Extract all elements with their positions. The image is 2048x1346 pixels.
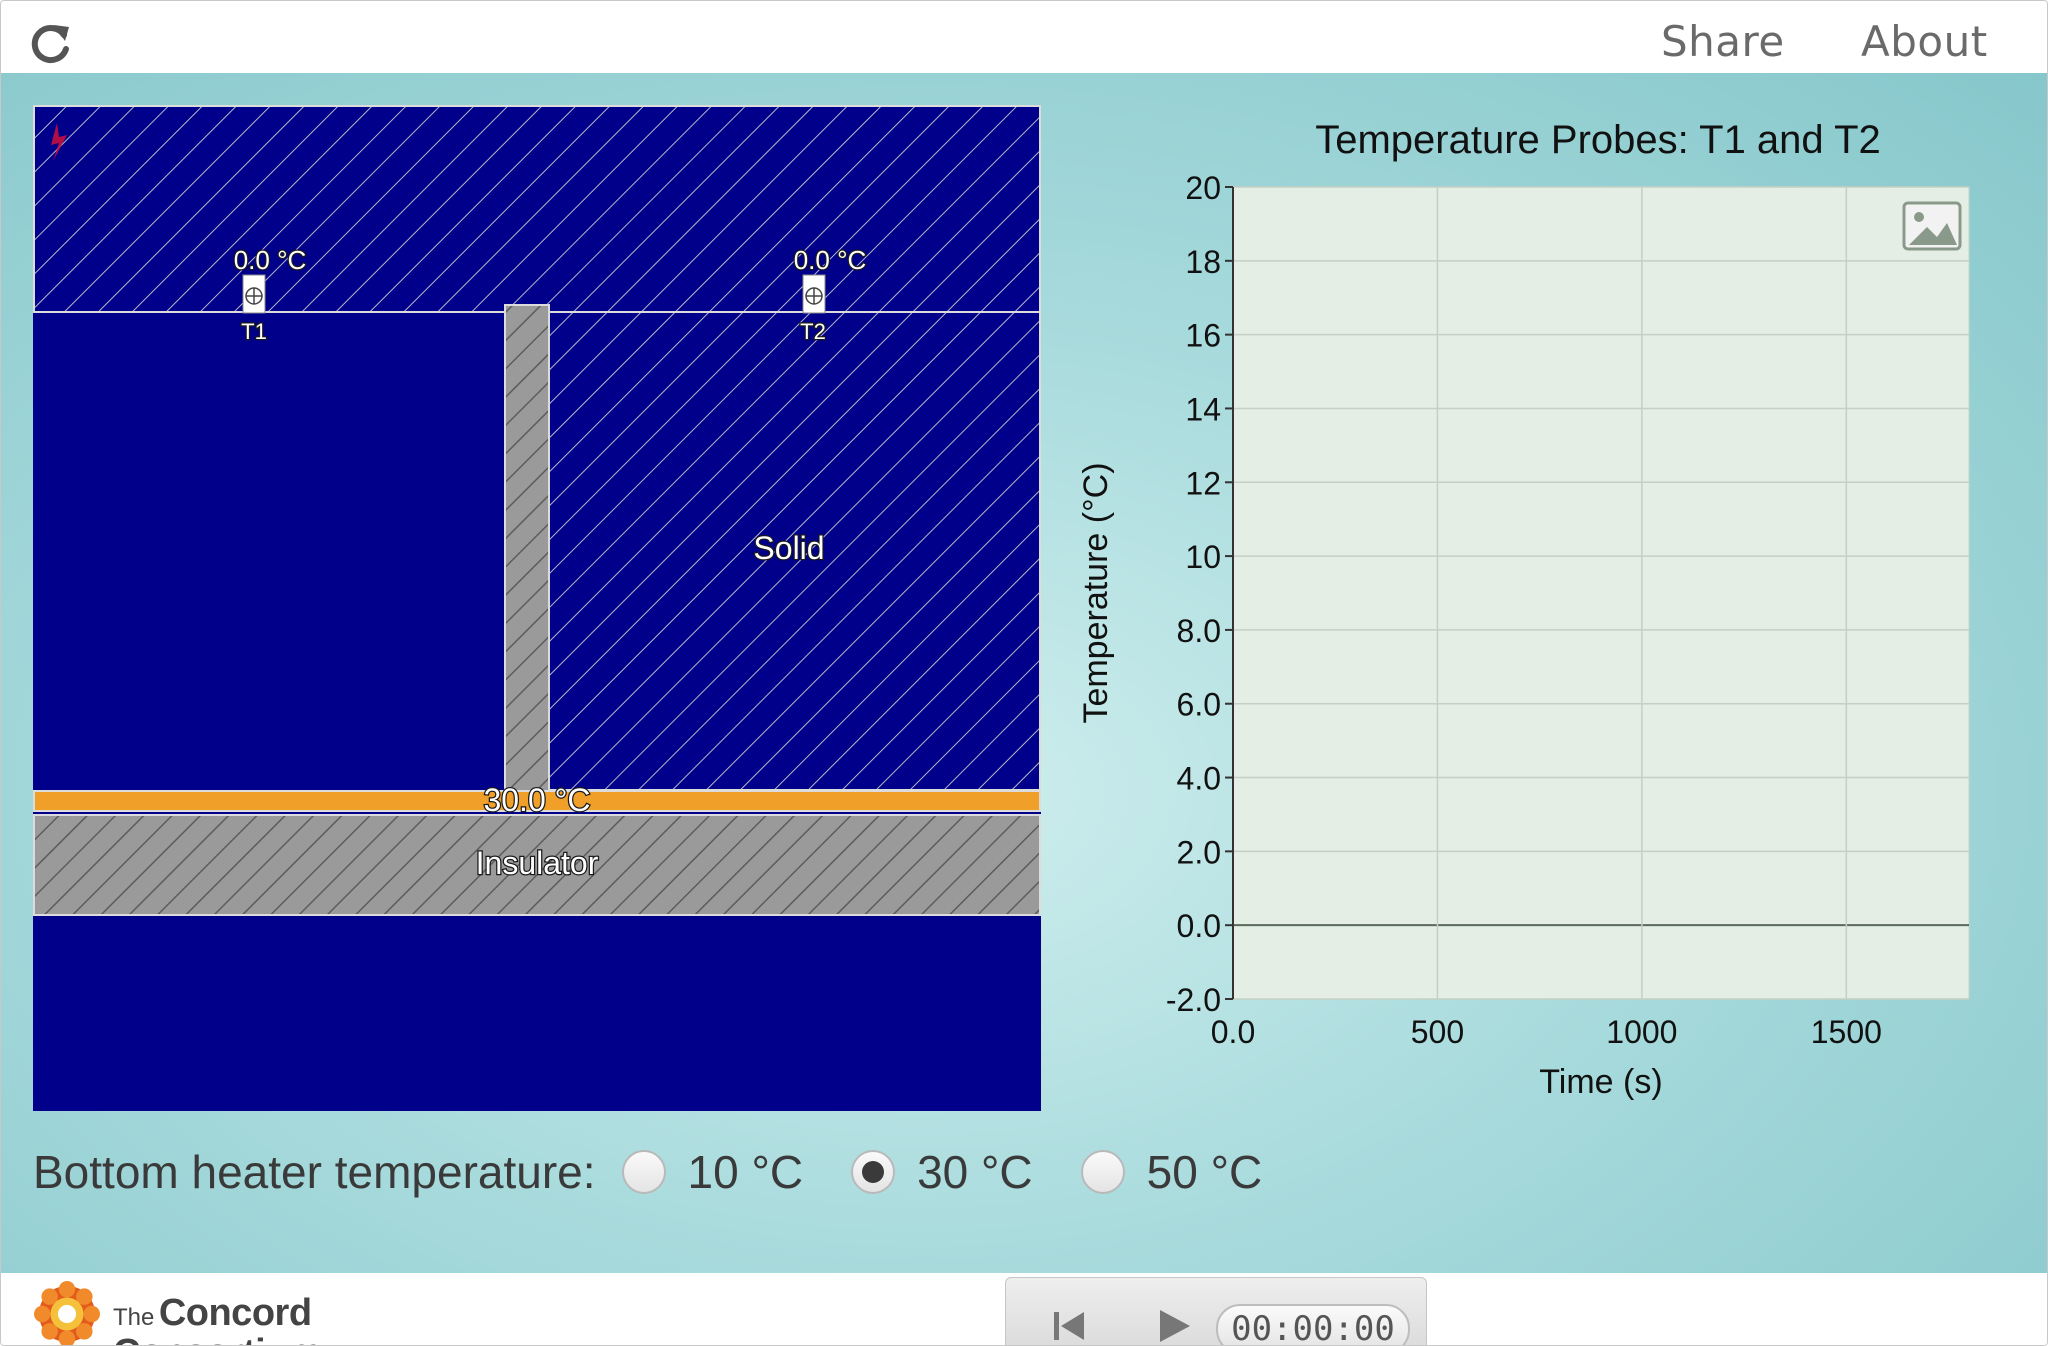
plot-area[interactable] xyxy=(1232,186,1970,1000)
vertical-insulator-wall[interactable] xyxy=(504,304,550,792)
x-tick-label: 1500 xyxy=(1811,1014,1882,1050)
solid-label: Solid xyxy=(753,530,824,566)
y-tick-label: 10 xyxy=(1185,539,1221,575)
insulator-label: Insulator xyxy=(476,845,599,881)
x-axis-ticks: 0.0 500 1000 1500 xyxy=(1211,1014,1882,1050)
bottom-heater-control: Bottom heater temperature: 10 °C 30 °C 5… xyxy=(33,1141,1310,1203)
play-icon[interactable] xyxy=(1154,1306,1194,1346)
radio-label: 50 °C xyxy=(1146,1146,1263,1198)
logo-small: The xyxy=(113,1304,155,1331)
x-tick-label: 1000 xyxy=(1606,1014,1677,1050)
bottom-heater-label: Bottom heater temperature: xyxy=(33,1146,596,1198)
insulator-region[interactable] xyxy=(33,814,1041,916)
radio-30c[interactable]: 30 °C xyxy=(851,1145,1033,1199)
bottom-bar: The Concord Consortium 00:00:00 xyxy=(1,1273,2047,1346)
y-tick-label: 2.0 xyxy=(1177,834,1221,870)
probe-t2-label: T2 xyxy=(800,319,826,344)
x-axis-label: Time (s) xyxy=(1539,1063,1662,1101)
time-display: 00:00:00 xyxy=(1216,1304,1410,1345)
bottom-heater[interactable] xyxy=(33,790,1041,812)
simulation-canvas[interactable]: 0.0 °C T1 0.0 °C T2 Solid 30.0 °C Insula… xyxy=(33,105,1041,1111)
x-tick-label: 500 xyxy=(1411,1014,1464,1050)
y-tick-label: -2.0 xyxy=(1166,982,1221,1018)
top-solid-region xyxy=(33,105,1041,313)
y-tick-label: 20 xyxy=(1185,170,1221,206)
probe-t2[interactable] xyxy=(802,274,826,314)
radio-button[interactable] xyxy=(621,1150,666,1194)
logo-line2: Consortium xyxy=(113,1332,322,1345)
snapshot-icon[interactable] xyxy=(1902,201,1962,251)
y-tick-label: 0.0 xyxy=(1177,908,1221,944)
grid-lines xyxy=(1233,186,1969,1000)
radio-10c[interactable]: 10 °C xyxy=(621,1145,804,1199)
graph-title: Temperature Probes: T1 and T2 xyxy=(1315,118,1881,162)
y-tick-label: 6.0 xyxy=(1177,687,1221,723)
concord-logo-text: The Concord Consortium xyxy=(113,1294,322,1345)
reload-icon[interactable] xyxy=(27,21,73,67)
probe-t1-label: T1 xyxy=(241,319,267,344)
share-link[interactable]: Share xyxy=(1661,17,1785,66)
y-tick-label: 16 xyxy=(1185,318,1221,354)
top-bar: Share About xyxy=(1,1,2047,73)
reset-to-start-icon[interactable] xyxy=(1050,1306,1090,1346)
playback-controls: 00:00:00 xyxy=(1005,1277,1427,1346)
y-axis-ticks: -2.0 0.0 2.0 4.0 6.0 8.0 10 12 14 16 18 20 xyxy=(1166,170,1233,1018)
radio-50c[interactable]: 50 °C xyxy=(1080,1145,1263,1199)
x-tick-label: 0.0 xyxy=(1211,1014,1255,1050)
logo-line1: Concord xyxy=(158,1292,312,1334)
radio-button[interactable] xyxy=(1080,1150,1125,1194)
y-axis-label: Temperature (°C) xyxy=(1077,462,1115,723)
probe-t2-reading: 0.0 °C xyxy=(794,245,867,275)
heat-source-icon[interactable] xyxy=(51,123,67,161)
probe-t1-reading: 0.0 °C xyxy=(234,245,307,275)
concord-logo-icon xyxy=(34,1281,100,1345)
y-tick-label: 14 xyxy=(1185,391,1221,427)
y-tick-label: 8.0 xyxy=(1177,613,1221,649)
y-tick-label: 12 xyxy=(1185,465,1221,501)
solid-region[interactable] xyxy=(548,311,1041,791)
probe-t1[interactable] xyxy=(242,274,266,314)
radio-button-selected[interactable] xyxy=(851,1150,896,1194)
radio-label: 10 °C xyxy=(687,1146,804,1198)
y-tick-label: 18 xyxy=(1185,244,1221,280)
radio-label: 30 °C xyxy=(917,1146,1033,1198)
about-link[interactable]: About xyxy=(1861,17,1988,66)
temperature-graph: Temperature Probes: T1 and T2 -2.0 0.0 2.0… xyxy=(1061,105,2041,1115)
y-tick-label: 4.0 xyxy=(1177,761,1221,797)
heater-temperature-reading: 30.0 °C xyxy=(483,782,590,818)
